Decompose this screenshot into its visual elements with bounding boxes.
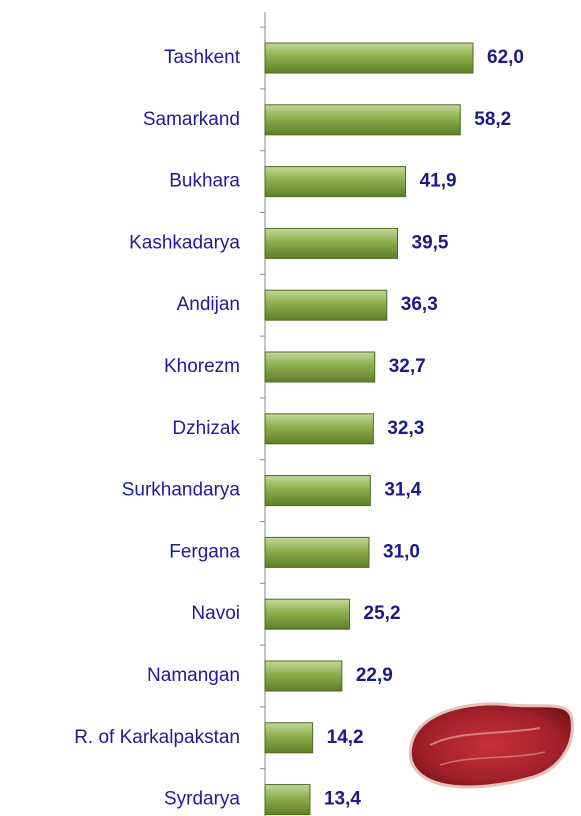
bar — [265, 290, 387, 320]
value-label: 22,9 — [356, 665, 393, 686]
value-label: 39,5 — [412, 232, 449, 253]
category-label: Dzhizak — [172, 418, 240, 439]
value-label: 14,2 — [327, 727, 364, 748]
bar — [265, 599, 350, 629]
category-label: Andijan — [177, 294, 240, 315]
category-label: Kashkadarya — [129, 232, 240, 253]
value-label: 13,4 — [324, 789, 361, 810]
bar — [265, 43, 473, 73]
category-label: Namangan — [147, 665, 240, 686]
value-label: 31,0 — [383, 541, 420, 562]
bar — [265, 352, 375, 382]
bar — [265, 476, 370, 506]
category-label: Navoi — [191, 603, 240, 624]
value-label: 31,4 — [384, 480, 421, 501]
category-label: Syrdarya — [164, 789, 240, 810]
category-label: R. of Karkalpakstan — [74, 727, 240, 748]
value-label: 32,7 — [389, 356, 426, 377]
bar — [265, 785, 310, 815]
value-label: 25,2 — [364, 603, 401, 624]
category-label: Bukhara — [169, 171, 240, 192]
value-label: 41,9 — [420, 171, 457, 192]
bar — [265, 414, 373, 444]
meat-image — [410, 704, 572, 787]
plot-area: Tashkent 62,0 Samarkand 58,2 Bukhara 41,9 Kash… — [74, 12, 524, 816]
bar — [265, 661, 342, 691]
bar — [265, 228, 398, 258]
bar — [265, 537, 369, 567]
category-label: Samarkand — [143, 109, 240, 130]
value-label: 62,0 — [487, 47, 524, 68]
value-label: 58,2 — [474, 109, 511, 130]
value-label: 32,3 — [387, 418, 424, 439]
category-label: Tashkent — [164, 47, 241, 68]
category-label: Khorezm — [164, 356, 240, 377]
category-label: Fergana — [169, 541, 240, 562]
bar — [265, 723, 313, 753]
bar — [265, 105, 460, 135]
chart: Tashkent 62,0 Samarkand 58,2 Bukhara 41,9 Kash… — [0, 0, 581, 816]
category-label: Surkhandarya — [122, 480, 241, 501]
bar — [265, 167, 406, 197]
value-label: 36,3 — [401, 294, 438, 315]
